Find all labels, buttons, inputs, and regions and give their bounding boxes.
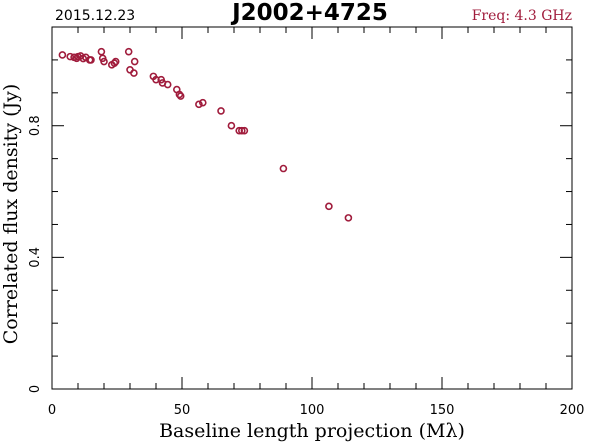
data-point: [240, 126, 249, 135]
data-point: [58, 51, 67, 59]
data-point: [176, 92, 185, 100]
plot-frame: [51, 26, 573, 390]
y-axis-tick-labels: 0 0.4 0.8: [28, 115, 43, 393]
data-point: [124, 47, 133, 56]
data-point: [217, 107, 225, 115]
y-tick-label: 0.4: [28, 247, 43, 268]
data-point: [227, 121, 236, 130]
data-point: [199, 98, 207, 107]
data-point: [100, 57, 108, 66]
x-tick-label: 150: [430, 403, 455, 418]
data-point: [111, 57, 120, 66]
data-point: [130, 69, 138, 77]
data-point: [66, 52, 74, 61]
data-point: [235, 126, 243, 135]
data-points: [58, 47, 353, 222]
y-tick-label: 0.8: [28, 115, 43, 136]
data-point: [87, 56, 95, 64]
y-tick-label: 0: [28, 385, 43, 393]
x-tick-label: 100: [300, 403, 325, 418]
data-point: [163, 80, 172, 89]
data-point: [325, 202, 333, 211]
data-point: [344, 214, 353, 222]
data-point: [97, 47, 106, 56]
y-axis-label: Correlated flux density (Jy): [0, 84, 22, 345]
data-point: [279, 164, 288, 173]
data-point: [195, 100, 203, 109]
data-point: [130, 57, 139, 66]
x-axis-ticks: [51, 27, 573, 389]
chart-title: J2002+4725: [230, 0, 388, 26]
x-tick-label: 200: [560, 403, 585, 418]
x-tick-label: 50: [174, 403, 191, 418]
x-tick-label: 0: [48, 403, 56, 418]
x-axis-tick-labels: 0 50 100 150 200: [48, 403, 585, 418]
frequency-label: Freq: 4.3 GHz: [472, 8, 572, 24]
chart-date: 2015.12.23: [55, 8, 135, 24]
y-axis-ticks: [52, 26, 572, 390]
data-point: [238, 126, 246, 135]
x-axis-label: Baseline length projection (Mλ): [159, 420, 465, 442]
data-point: [152, 75, 160, 84]
